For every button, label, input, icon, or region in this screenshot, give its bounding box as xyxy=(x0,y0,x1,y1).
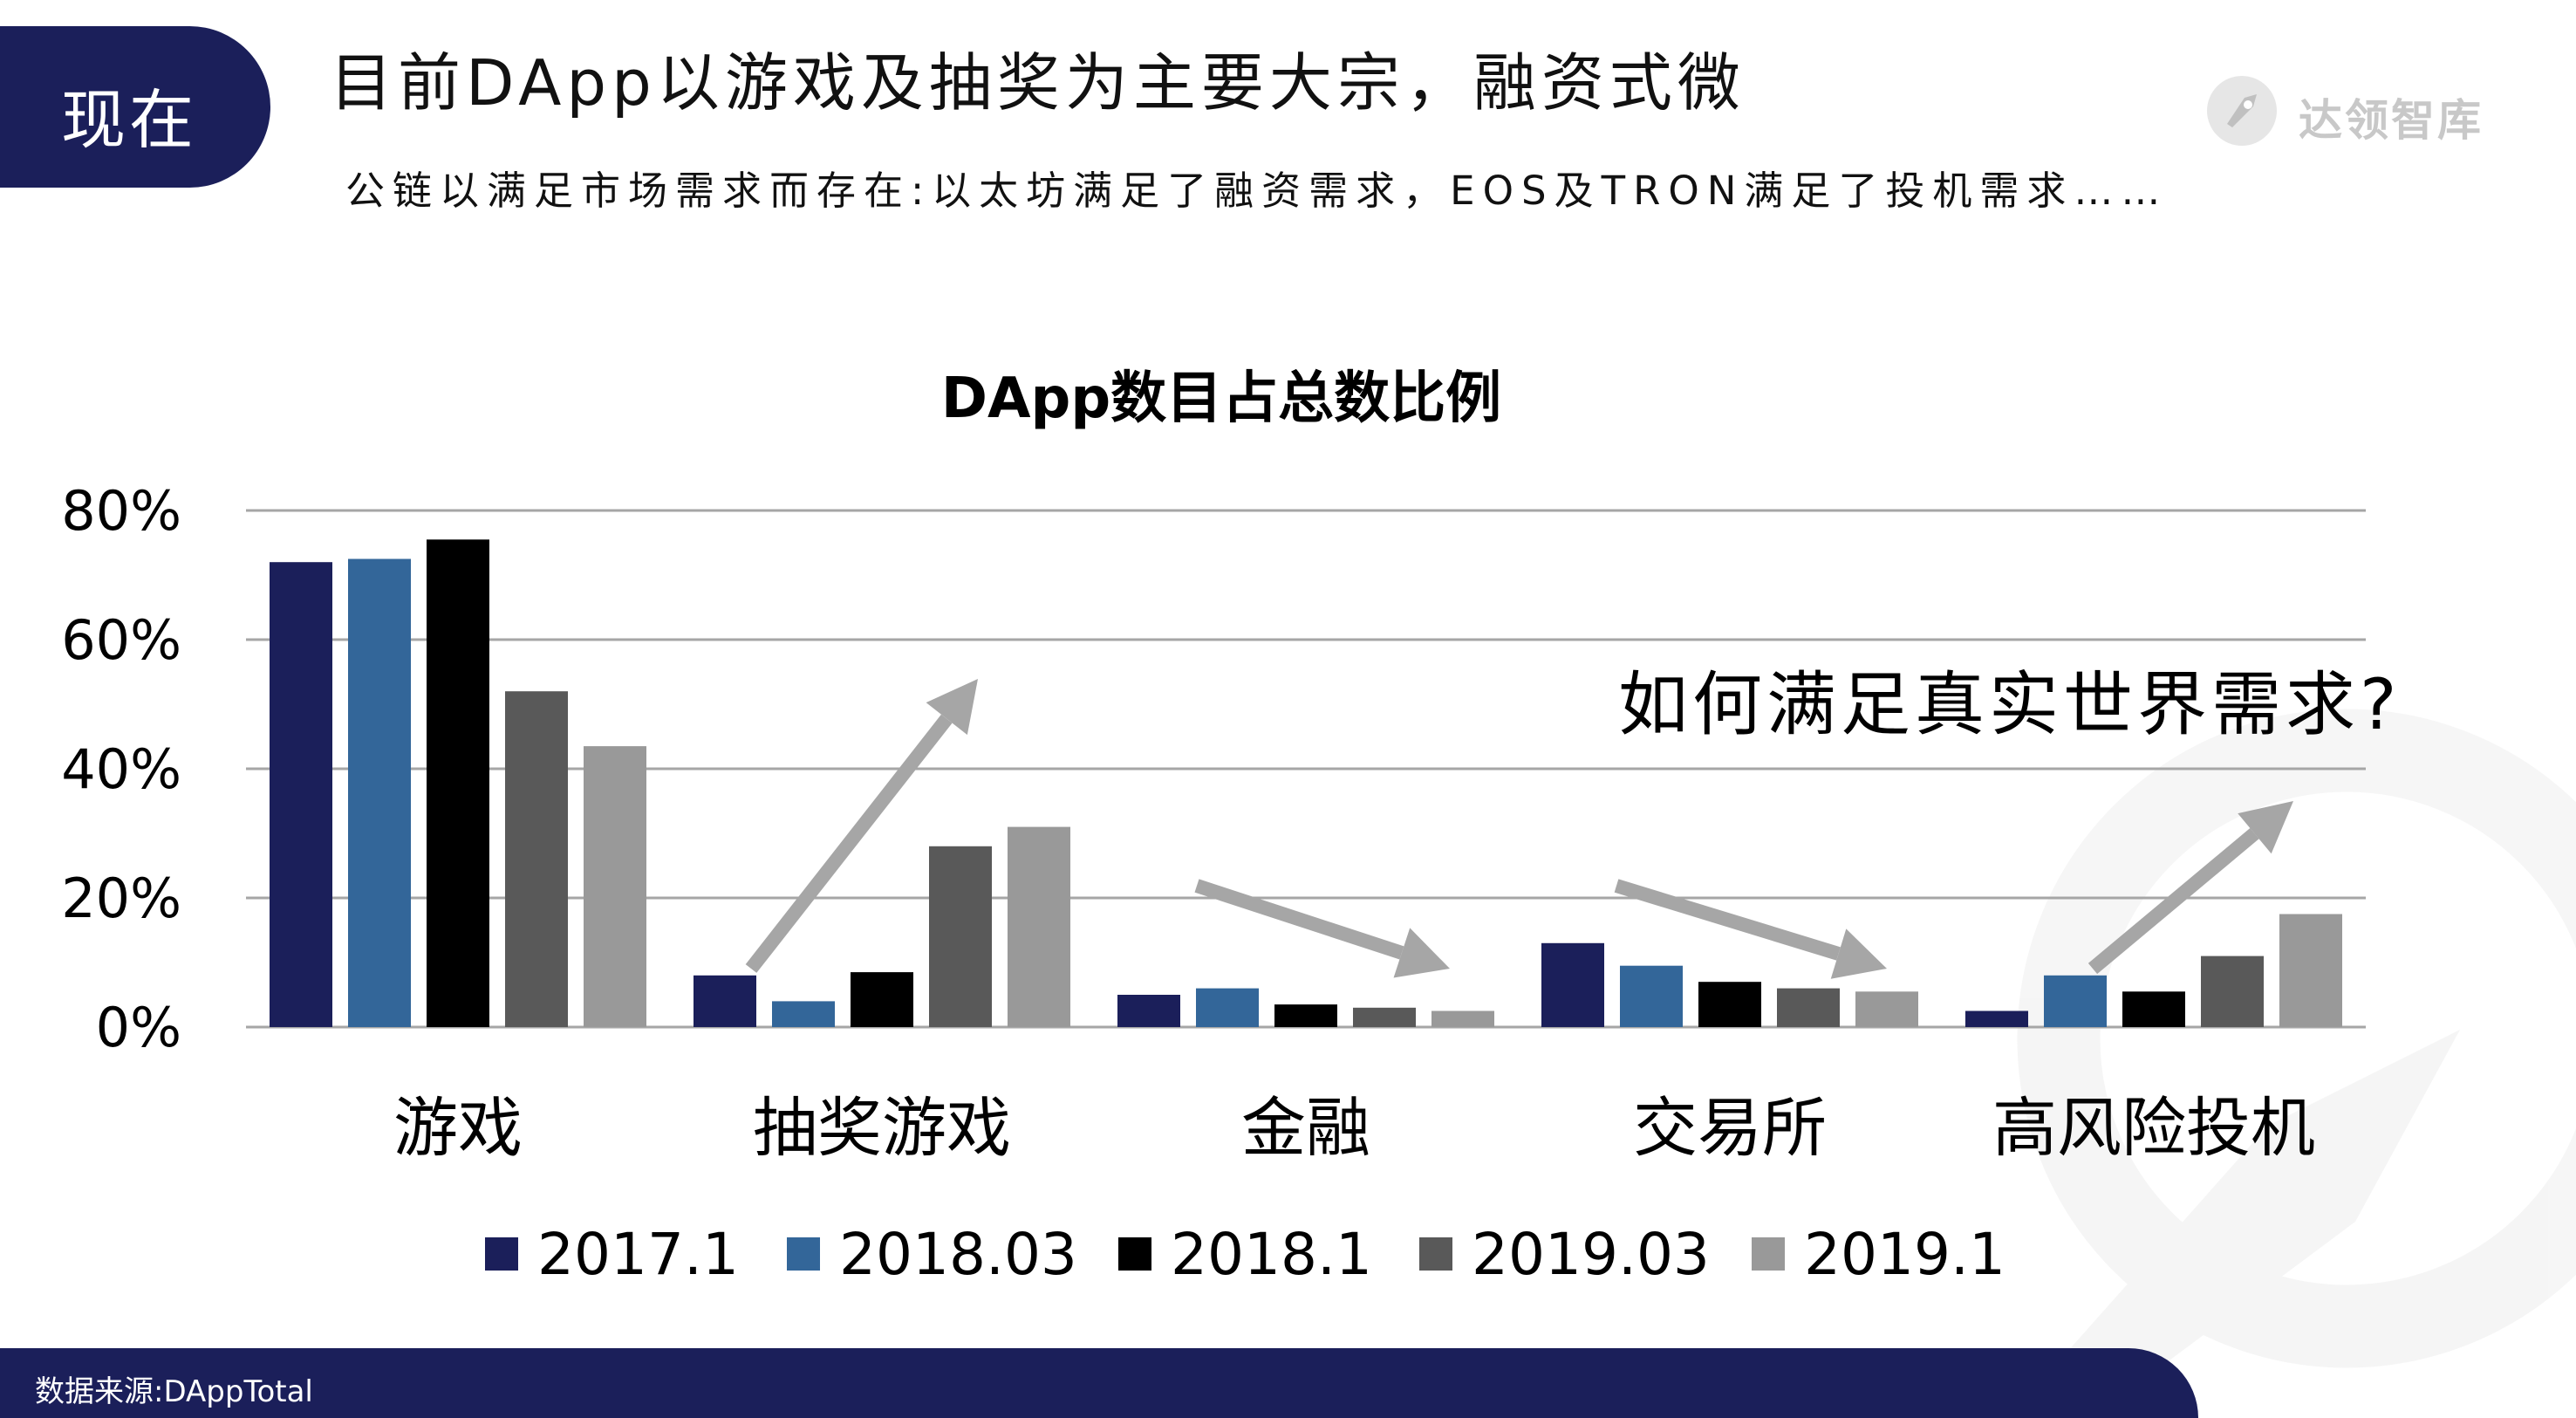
legend-swatch xyxy=(485,1237,518,1271)
legend-swatch xyxy=(1419,1237,1452,1271)
chart-title: DApp数目占总数比例 xyxy=(941,366,1501,431)
bar xyxy=(1965,1010,2028,1027)
bar xyxy=(851,972,913,1027)
section-badge-label: 现在 xyxy=(61,83,197,158)
section-badge: 现在 xyxy=(0,26,270,188)
bar xyxy=(2201,956,2264,1027)
bar xyxy=(1196,988,1259,1027)
bar xyxy=(2279,914,2342,1027)
bar xyxy=(1698,982,1761,1027)
legend-label: 2017.1 xyxy=(537,1221,739,1288)
trend-arrow-head xyxy=(1830,928,1887,979)
y-tick-label: 80% xyxy=(61,479,181,543)
legend-swatch xyxy=(1752,1237,1785,1271)
legend-label: 2018.1 xyxy=(1171,1221,1372,1288)
bar xyxy=(929,846,992,1027)
rocket-logo-icon xyxy=(2207,76,2277,146)
bar xyxy=(584,746,646,1027)
bar xyxy=(270,562,332,1027)
x-category-label: 金融 xyxy=(1241,1091,1370,1166)
x-category-label: 抽奖游戏 xyxy=(753,1091,1011,1166)
background-watermark xyxy=(2017,709,2576,1391)
bar xyxy=(1541,942,1604,1027)
legend-swatch xyxy=(1118,1237,1151,1271)
legend-swatch xyxy=(787,1237,820,1271)
trend-arrow-head xyxy=(1393,928,1450,978)
y-tick-label: 20% xyxy=(61,867,181,930)
brand-logo: 达领智库 xyxy=(2203,72,2481,150)
trend-arrow-shaft xyxy=(1614,879,1841,961)
bar xyxy=(427,539,489,1027)
bar xyxy=(505,691,568,1027)
bar xyxy=(1431,1010,1494,1027)
bar xyxy=(1274,1004,1337,1027)
bar xyxy=(1855,991,1918,1027)
bar xyxy=(772,1001,835,1027)
source-footer: 数据来源:DAppTotal xyxy=(0,1348,2198,1418)
brand-logo-text: 达领智库 xyxy=(2299,95,2484,146)
bar xyxy=(1008,826,1070,1027)
trend-arrow-shaft xyxy=(745,714,953,973)
bar xyxy=(2044,975,2107,1027)
bar xyxy=(1620,965,1683,1027)
bar xyxy=(2122,991,2185,1027)
trend-arrow-head xyxy=(926,679,978,736)
legend-label: 2019.1 xyxy=(1804,1221,2005,1288)
bar xyxy=(348,558,411,1027)
x-category-label: 交易所 xyxy=(1633,1091,1827,1166)
legend-label: 2019.03 xyxy=(1472,1221,1710,1288)
bar xyxy=(694,975,756,1027)
x-category-label: 游戏 xyxy=(393,1091,523,1166)
bar xyxy=(1777,988,1840,1027)
y-tick-label: 40% xyxy=(61,737,181,801)
trend-arrow-shaft xyxy=(1194,879,1404,960)
trend-arrow-shaft xyxy=(2087,828,2259,975)
y-tick-label: 0% xyxy=(96,996,181,1059)
source-label: 数据来源:DAppTotal xyxy=(35,1374,313,1409)
bar xyxy=(1353,1007,1416,1027)
slide-subheadline: 公链以满足市场需求而存在:以太坊满足了融资需求，EOS及TRON满足了投机需求…… xyxy=(345,168,2169,214)
legend-label: 2018.03 xyxy=(839,1221,1077,1288)
slide-headline: 目前DApp以游戏及抽奖为主要大宗，融资式微 xyxy=(330,46,1746,120)
bar xyxy=(1117,995,1180,1027)
trend-arrow-head xyxy=(2238,801,2293,854)
chart-annotation: 如何满足真实世界需求? xyxy=(1618,664,2401,745)
x-category-label: 高风险投机 xyxy=(1992,1091,2315,1166)
y-tick-label: 60% xyxy=(61,608,181,672)
